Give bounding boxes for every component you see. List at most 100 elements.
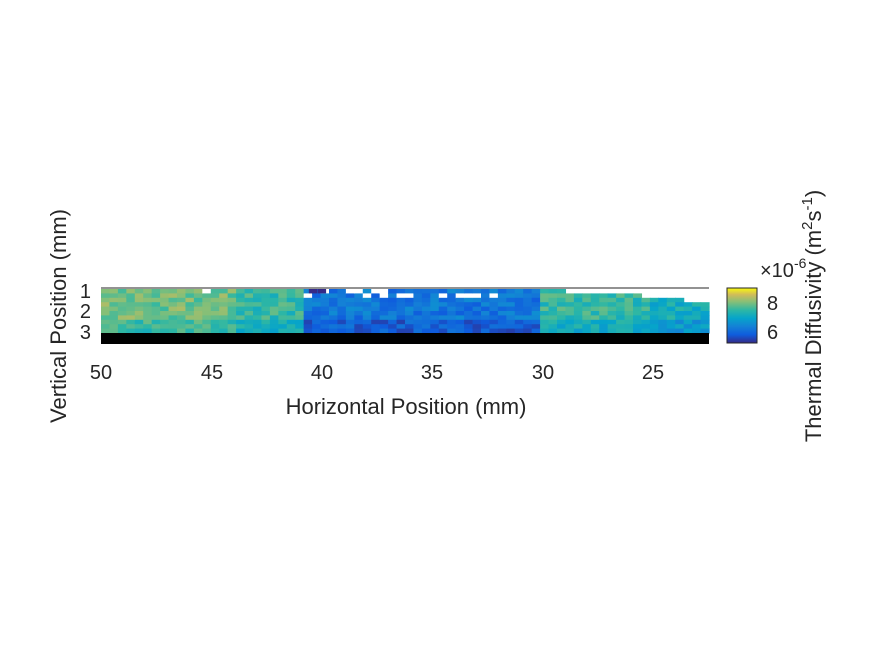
heatmap-cell bbox=[599, 297, 609, 303]
heatmap-cell bbox=[481, 324, 491, 330]
heatmap-cell bbox=[362, 302, 372, 308]
heatmap-cell bbox=[236, 328, 246, 334]
heatmap-cell bbox=[388, 289, 398, 294]
heatmap-cell bbox=[548, 306, 558, 312]
heatmap-cell bbox=[244, 302, 254, 308]
heatmap-cell bbox=[548, 297, 558, 303]
heatmap-cell bbox=[286, 289, 296, 294]
heatmap-cell bbox=[624, 311, 634, 316]
heatmap-cell bbox=[455, 315, 465, 321]
heatmap-cell bbox=[396, 311, 406, 316]
heatmap-cell bbox=[210, 324, 220, 330]
heatmap-cell bbox=[633, 311, 643, 316]
heatmap-cell bbox=[464, 302, 474, 308]
heatmap-cell bbox=[405, 311, 415, 316]
heatmap-cell bbox=[210, 297, 220, 303]
heatmap-cell bbox=[362, 289, 372, 294]
heatmap-cell bbox=[649, 315, 659, 321]
heatmap-cell bbox=[261, 306, 271, 312]
y-tick-label: 1 bbox=[80, 281, 91, 303]
heatmap-cell bbox=[345, 302, 355, 308]
heatmap-cell bbox=[303, 289, 313, 294]
heatmap-cell bbox=[447, 315, 457, 321]
heatmap-cell bbox=[540, 319, 550, 325]
heatmap-cell bbox=[599, 324, 609, 330]
heatmap-cell bbox=[177, 324, 187, 330]
heatmap-cell bbox=[405, 328, 415, 334]
heatmap-cell bbox=[320, 297, 330, 303]
heatmap-cell bbox=[557, 293, 567, 299]
heatmap-cell bbox=[540, 293, 550, 299]
heatmap-cell bbox=[236, 319, 246, 325]
heatmap-cell bbox=[683, 306, 693, 312]
heatmap-cell bbox=[177, 319, 187, 325]
heatmap-cell bbox=[303, 315, 313, 321]
heatmap-cell bbox=[202, 302, 212, 308]
x-tick-label: 40 bbox=[311, 362, 333, 384]
heatmap-cell bbox=[472, 302, 482, 308]
heatmap-cell bbox=[481, 302, 491, 308]
heatmap-cell bbox=[236, 293, 246, 299]
heatmap-cell bbox=[143, 302, 153, 308]
heatmap-cell bbox=[489, 324, 499, 330]
heatmap-cell bbox=[438, 324, 448, 330]
heatmap-cell bbox=[253, 302, 263, 308]
heatmap-cell bbox=[210, 302, 220, 308]
heatmap-cell bbox=[345, 328, 355, 334]
heatmap-cell bbox=[683, 311, 693, 316]
heatmap-cell bbox=[540, 311, 550, 316]
heatmap-cell bbox=[286, 315, 296, 321]
heatmap-cell bbox=[345, 315, 355, 321]
heatmap-cell bbox=[582, 306, 592, 312]
heatmap-cell bbox=[143, 328, 153, 334]
heatmap-cell bbox=[379, 319, 389, 325]
heatmap-cell bbox=[548, 315, 558, 321]
heatmap-cell bbox=[329, 311, 339, 316]
heatmap-cell bbox=[683, 324, 693, 330]
heatmap-cell bbox=[295, 311, 305, 316]
heatmap-cell bbox=[438, 315, 448, 321]
heatmap-cell bbox=[633, 315, 643, 321]
heatmap-cell bbox=[227, 328, 237, 334]
heatmap-cell bbox=[362, 315, 372, 321]
heatmap-cell bbox=[160, 324, 170, 330]
heatmap-cell bbox=[464, 297, 474, 303]
heatmap-cell bbox=[607, 306, 617, 312]
heatmap-cell bbox=[523, 324, 533, 330]
colorbar-multiplier-base: ×10 bbox=[760, 260, 794, 282]
heatmap-cell bbox=[109, 306, 119, 312]
heatmap-cell bbox=[641, 297, 651, 303]
heatmap-cell bbox=[126, 289, 136, 294]
heatmap-cell bbox=[472, 297, 482, 303]
heatmap-cell bbox=[177, 293, 187, 299]
heatmap-cell bbox=[143, 315, 153, 321]
heatmap-cell bbox=[590, 311, 600, 316]
heatmap-cell bbox=[497, 293, 507, 299]
heatmap-cell bbox=[531, 324, 541, 330]
heatmap-cell bbox=[489, 306, 499, 312]
heatmap-cell bbox=[329, 324, 339, 330]
heatmap-cell bbox=[219, 319, 229, 325]
heatmap-cell bbox=[616, 297, 626, 303]
heatmap-cell bbox=[244, 315, 254, 321]
heatmap-cell bbox=[413, 302, 423, 308]
heatmap-cell bbox=[489, 328, 499, 334]
heatmap-cell bbox=[151, 324, 161, 330]
heatmap-cell bbox=[523, 293, 533, 299]
heatmap-cell bbox=[160, 302, 170, 308]
heatmap-cell bbox=[438, 319, 448, 325]
heatmap-cell bbox=[286, 293, 296, 299]
heatmap-cell bbox=[151, 289, 161, 294]
heatmap-cell bbox=[371, 289, 381, 294]
heatmap-cell bbox=[590, 324, 600, 330]
heatmap-cell bbox=[582, 297, 592, 303]
heatmap-cell bbox=[658, 319, 668, 325]
heatmap-cell bbox=[177, 311, 187, 316]
heatmap-cell bbox=[244, 328, 254, 334]
heatmap-cell bbox=[557, 306, 567, 312]
heatmap-cell bbox=[269, 289, 279, 294]
heatmap-cell bbox=[329, 297, 339, 303]
heatmap-cell bbox=[193, 311, 203, 316]
heatmap-cell bbox=[497, 315, 507, 321]
heatmap-cell bbox=[430, 297, 440, 303]
